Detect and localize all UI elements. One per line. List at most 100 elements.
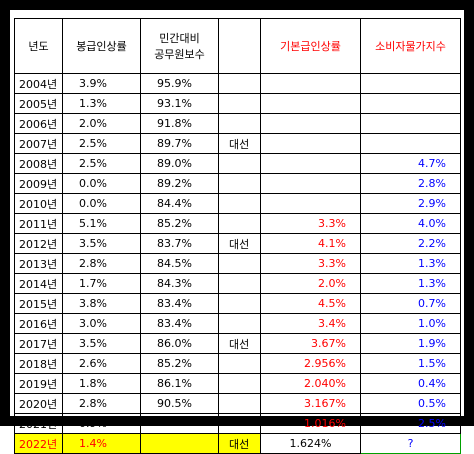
year-cell: 2004년 [14,73,63,94]
year-cell: 2010년 [14,193,63,214]
private-ratio-cell [140,413,219,434]
cpi-cell: 4.0% [360,213,461,234]
base-pay-raise-cell: 4.5% [260,293,361,314]
year-cell: 2016년 [14,313,63,334]
table-row: 2017년 3.5% 86.0% 대선 3.67% 1.9% [14,333,461,354]
cpi-cell [360,133,461,154]
election-mark-cell: 대선 [218,433,261,454]
table-row: 2011년 5.1% 85.2% 3.3% 4.0% [14,213,461,234]
year-cell: 2020년 [14,393,63,414]
cpi-cell: 0.7% [360,293,461,314]
base-pay-raise-cell [260,153,361,174]
year-cell: 2015년 [14,293,63,314]
raise-rate-cell: 1.3% [62,93,141,114]
cpi-cell: 2.8% [360,173,461,194]
raise-rate-cell: 5.1% [62,213,141,234]
election-mark-cell [218,373,261,394]
year-cell: 2019년 [14,373,63,394]
private-ratio-cell: 86.1% [140,373,219,394]
private-ratio-cell: 89.2% [140,173,219,194]
table-row: 2010년 0.0% 84.4% 2.9% [14,193,461,214]
header-mark [218,18,261,74]
table-row: 2022년 1.4% 대선 1.624%? [14,433,461,454]
table-row: 2020년 2.8% 90.5% 3.167% 0.5% [14,393,461,414]
election-mark-cell [218,73,261,94]
header-private-ratio-line: 민간대비 [159,32,200,45]
cpi-cell: 2.5% [360,413,461,434]
raise-rate-cell: 2.5% [62,133,141,154]
raise-rate-cell: 0.0% [62,193,141,214]
year-cell: 2018년 [14,353,63,374]
private-ratio-cell: 85.2% [140,213,219,234]
private-ratio-cell: 89.7% [140,133,219,154]
year-cell: 2022년 [14,433,63,454]
private-ratio-cell: 86.0% [140,333,219,354]
raise-rate-cell: 3.5% [62,333,141,354]
election-mark-cell [218,113,261,134]
base-pay-raise-cell: 1.016% [260,413,361,434]
raise-rate-cell: 0.9% [62,413,141,434]
election-mark-cell [218,193,261,214]
private-ratio-cell: 85.2% [140,353,219,374]
election-mark-cell: 대선 [218,233,261,254]
cpi-cell: 1.3% [360,273,461,294]
private-ratio-cell: 90.5% [140,393,219,414]
table-row: 2021년 0.9% 1.016% 2.5% [14,413,461,434]
election-mark-cell [218,393,261,414]
private-ratio-cell: 84.4% [140,193,219,214]
cpi-cell: 2.9% [360,193,461,214]
year-cell: 2014년 [14,273,63,294]
election-mark-cell [218,273,261,294]
election-mark-cell [218,213,261,234]
private-ratio-cell: 83.4% [140,293,219,314]
private-ratio-cell: 89.0% [140,153,219,174]
header-year: 년도 [14,18,63,74]
cpi-cell [360,93,461,114]
base-pay-raise-cell [260,133,361,154]
raise-rate-cell: 2.8% [62,253,141,274]
base-pay-raise-cell: 3.3% [260,253,361,274]
base-pay-raise-cell: 4.1% [260,233,361,254]
table-row: 2014년 1.7% 84.3% 2.0% 1.3% [14,273,461,294]
base-pay-raise-cell: 3.3% [260,213,361,234]
table-row: 2016년 3.0% 83.4% 3.4% 1.0% [14,313,461,334]
header-private-ratio-line: 공무원보수 [154,48,205,61]
year-cell: 2011년 [14,213,63,234]
base-pay-raise-cell [260,193,361,214]
table-row: 2019년 1.8% 86.1% 2.040% 0.4% [14,373,461,394]
election-mark-cell [218,293,261,314]
cpi-cell [360,73,461,94]
table-row: 2012년 3.5% 83.7% 대선 4.1% 2.2% [14,233,461,254]
raise-rate-cell: 2.0% [62,113,141,134]
base-pay-raise-cell: 3.167% [260,393,361,414]
table-row: 2006년 2.0% 91.8% [14,113,461,134]
raise-rate-cell: 1.4% [62,433,141,454]
private-ratio-cell: 95.9% [140,73,219,94]
election-mark-cell: 대선 [218,133,261,154]
year-cell: 2021년 [14,413,63,434]
year-cell: 2009년 [14,173,63,194]
table-row: 2015년 3.8% 83.4% 4.5% 0.7% [14,293,461,314]
year-cell: 2013년 [14,253,63,274]
base-pay-raise-cell: 2.0% [260,273,361,294]
cpi-cell: 4.7% [360,153,461,174]
election-mark-cell [218,353,261,374]
header-cpi: 소비자물가지수 [360,18,461,74]
raise-rate-cell: 2.8% [62,393,141,414]
cpi-cell [360,113,461,134]
private-ratio-cell: 83.4% [140,313,219,334]
table-row: 2018년 2.6% 85.2% 2.956% 1.5% [14,353,461,374]
raise-rate-cell: 2.6% [62,353,141,374]
header-raise-rate: 봉급인상률 [62,18,141,74]
header-base-pay-raise: 기본급인상률 [260,18,361,74]
cpi-cell: 0.4% [360,373,461,394]
cpi-cell: 1.0% [360,313,461,334]
table-row: 2005년 1.3% 93.1% [14,93,461,114]
base-pay-raise-cell: 1.624% [260,433,361,454]
table-row: 2013년 2.8% 84.5% 3.3% 1.3% [14,253,461,274]
private-ratio-cell: 84.5% [140,253,219,274]
